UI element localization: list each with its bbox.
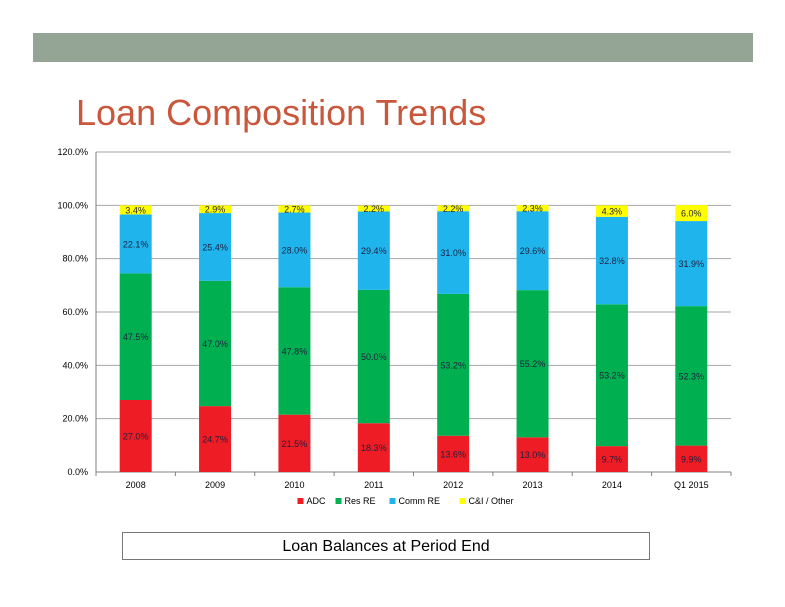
data-label: 6.0% [681, 209, 702, 219]
data-label: 31.0% [440, 248, 466, 258]
data-label: 53.2% [440, 360, 466, 370]
bar-segment-adc [516, 437, 549, 472]
legend-swatch-res-re [335, 498, 342, 504]
bar-segment-comm-re [516, 211, 549, 291]
data-label: 2.2% [443, 204, 464, 214]
bar-segment-adc [437, 435, 470, 472]
bar-segment-adc [595, 446, 628, 472]
x-tick-label: 2014 [602, 480, 622, 490]
y-tick-label: 0.0% [67, 467, 88, 477]
x-tick-label: Q1 2015 [674, 480, 709, 490]
legend-label: Res RE [345, 496, 376, 506]
bar-segment-c-i-other [278, 205, 311, 213]
bar-segment-c-i-other [516, 205, 549, 212]
data-label: 13.6% [440, 449, 466, 459]
data-label: 18.3% [361, 443, 387, 453]
bar-segment-comm-re [278, 212, 311, 288]
x-tick-label: 2011 [364, 480, 383, 490]
data-label: 31.9% [679, 259, 705, 269]
bar-segment-c-i-other [357, 205, 390, 212]
bar-segment-c-i-other [595, 205, 628, 217]
x-tick-label: 2012 [443, 480, 463, 490]
data-label: 32.8% [599, 256, 625, 266]
bar-segment-res-re [675, 306, 708, 446]
x-tick-label: 2008 [126, 480, 146, 490]
bar-segment-c-i-other [199, 205, 232, 214]
data-label: 28.0% [282, 245, 308, 255]
data-label: 29.4% [361, 246, 387, 256]
data-label: 2.3% [522, 204, 543, 214]
bar-segment-comm-re [119, 214, 152, 274]
legend-label: C&I / Other [469, 496, 514, 506]
x-tick-label: 2013 [523, 480, 543, 490]
data-label: 4.3% [602, 207, 623, 217]
bar-segment-res-re [278, 287, 311, 415]
slide-title: Loan Composition Trends [76, 92, 487, 133]
bar-segment-adc [278, 414, 311, 472]
bar-segment-c-i-other [675, 205, 708, 222]
y-tick-label: 20.0% [62, 414, 88, 424]
bar-segment-adc [119, 400, 152, 472]
data-label: 29.6% [520, 246, 546, 256]
data-label: 47.8% [282, 346, 308, 356]
y-tick-label: 60.0% [62, 307, 88, 317]
data-label: 25.4% [202, 242, 228, 252]
data-label: 50.0% [361, 352, 387, 362]
data-label: 2.2% [364, 204, 385, 214]
data-label: 27.0% [123, 432, 149, 442]
bar-segment-res-re [516, 290, 549, 438]
data-label: 2.7% [284, 204, 305, 214]
bar-segment-comm-re [595, 216, 628, 305]
data-label: 3.4% [125, 205, 146, 215]
x-tick-label: 2009 [205, 480, 225, 490]
bar-segment-comm-re [357, 211, 390, 290]
data-label: 21.5% [282, 439, 308, 449]
y-tick-label: 100.0% [57, 200, 88, 210]
bar-segment-res-re [119, 273, 152, 400]
bar-segment-adc [357, 423, 390, 472]
bar-segment-adc [199, 406, 232, 472]
bar-segment-c-i-other [119, 205, 152, 215]
bar-segment-comm-re [437, 211, 470, 294]
bar-segment-comm-re [675, 221, 708, 307]
bar-segment-adc [675, 445, 708, 472]
bar-segment-res-re [595, 304, 628, 447]
bar-segment-res-re [437, 293, 470, 436]
bar-segment-comm-re [199, 213, 232, 281]
legend-swatch-c-i-other [459, 498, 466, 504]
data-label: 9.9% [681, 454, 702, 464]
bar-segment-res-re [357, 289, 390, 424]
bar-segment-c-i-other [437, 205, 470, 212]
data-label: 55.2% [520, 359, 546, 369]
data-label: 2.9% [205, 205, 226, 215]
data-label: 53.2% [599, 371, 625, 381]
legend-swatch-comm-re [389, 498, 396, 504]
y-tick-label: 120.0% [57, 147, 88, 157]
x-tick-label: 2010 [284, 480, 304, 490]
data-label: 13.0% [520, 450, 546, 460]
caption-box: Loan Balances at Period End [122, 532, 650, 560]
legend-swatch-adc [297, 498, 304, 504]
data-label: 47.5% [123, 332, 149, 342]
legend-label: Comm RE [399, 496, 441, 506]
data-label: 47.0% [202, 339, 228, 349]
data-label: 24.7% [202, 435, 228, 445]
data-label: 22.1% [123, 239, 149, 249]
data-label: 9.7% [602, 455, 623, 465]
bar-segment-res-re [199, 280, 232, 407]
y-tick-label: 40.0% [62, 360, 88, 370]
data-label: 52.3% [679, 371, 705, 381]
header-bar [33, 33, 753, 62]
y-tick-label: 80.0% [62, 254, 88, 264]
legend-label: ADC [307, 496, 327, 506]
